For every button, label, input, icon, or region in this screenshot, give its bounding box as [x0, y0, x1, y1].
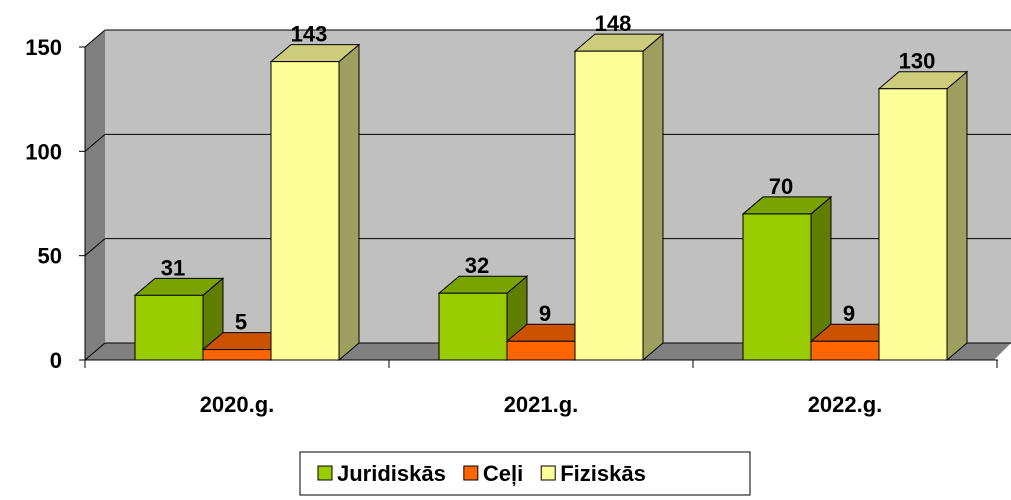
grid-line — [84, 342, 106, 361]
bar — [202, 349, 272, 361]
x-tick-label: 2021.g. — [504, 392, 579, 417]
back-wall — [105, 30, 1011, 343]
y-tick-label: 100 — [25, 139, 62, 164]
x-tick-label: 2020.g. — [200, 392, 275, 417]
value-label: 32 — [465, 253, 489, 278]
value-label: 9 — [843, 301, 855, 326]
value-label: 70 — [769, 174, 793, 199]
value-label: 5 — [235, 310, 247, 335]
bar — [574, 50, 644, 361]
y-tick-label: 0 — [50, 348, 62, 373]
x-tick-label: 2022.g. — [808, 392, 883, 417]
legend-swatch — [540, 465, 556, 481]
legend-label: Juridiskās — [337, 461, 446, 486]
y-tick-label: 150 — [25, 35, 62, 60]
side-wall — [85, 30, 105, 360]
legend-label: Ceļi — [483, 461, 523, 486]
bar-side — [338, 43, 360, 362]
value-label: 31 — [161, 255, 185, 280]
value-label: 130 — [899, 49, 936, 74]
legend — [299, 451, 751, 496]
y-tick-label: 50 — [38, 244, 62, 269]
value-label: 9 — [539, 301, 551, 326]
legend-swatch — [463, 465, 479, 481]
bar-side — [642, 33, 664, 362]
bar — [810, 340, 880, 361]
grid-line — [84, 133, 106, 152]
bar — [270, 61, 340, 361]
bar — [742, 213, 812, 361]
value-label: 148 — [595, 11, 632, 36]
legend-label: Fiziskās — [560, 461, 646, 486]
bar — [506, 340, 576, 361]
bar — [134, 294, 204, 361]
grid-line — [84, 29, 106, 48]
bar — [438, 292, 508, 361]
legend-swatch — [317, 465, 333, 481]
grid-line — [84, 238, 106, 257]
value-label: 143 — [291, 22, 328, 47]
bars: 31 5 143 32 9 148 70 9 130 — [133, 11, 969, 362]
bar — [878, 88, 948, 361]
bar-side — [946, 70, 968, 362]
